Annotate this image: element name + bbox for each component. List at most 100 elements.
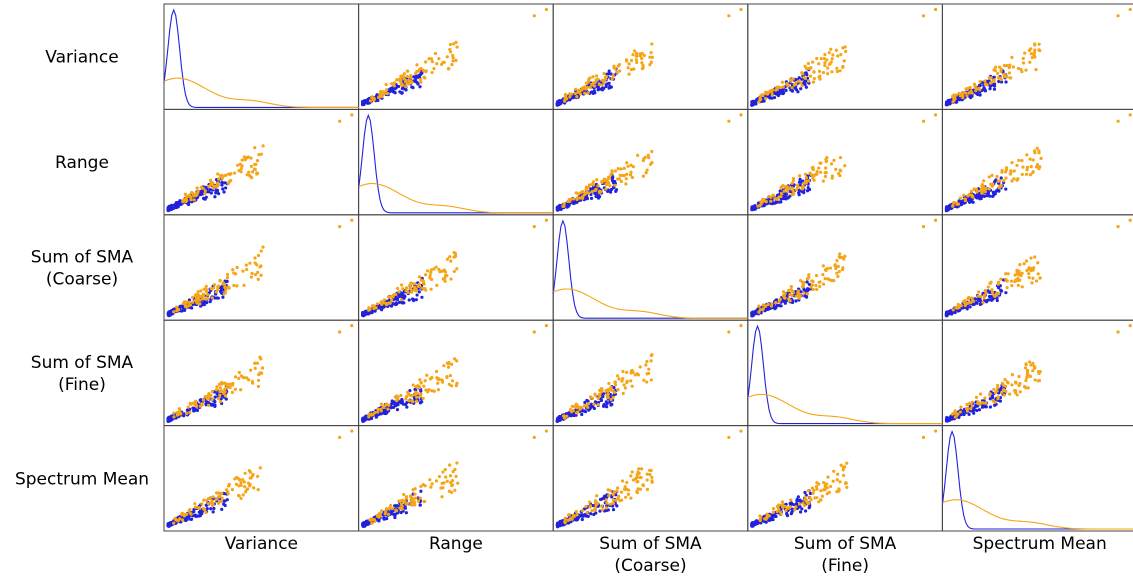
scatter-point-group_b <box>447 67 451 71</box>
scatter-point-group_b <box>426 390 430 394</box>
scatter-point-group_b <box>384 403 388 407</box>
scatter-point-group_b <box>419 484 423 489</box>
scatter-point-group_b <box>1017 374 1021 379</box>
scatter-point-outlier <box>1128 113 1132 117</box>
scatter-point-group_a <box>405 401 409 405</box>
scatter-point-outlier <box>544 324 549 328</box>
scatter-point-group_b <box>175 413 179 417</box>
scatter-point-outlier <box>921 224 926 229</box>
scatter-point-group_b <box>612 390 617 394</box>
scatter-point-group_b <box>819 56 823 61</box>
scatter-point-group_b <box>216 172 220 176</box>
scatter-point-group_a <box>807 282 811 286</box>
scatter-point-group_a <box>589 512 593 516</box>
scatter-point-group_a <box>363 523 367 527</box>
scatter-point-group_b <box>819 170 823 174</box>
scatter-point-group_b <box>430 482 434 486</box>
scatter-point-group_b <box>597 392 602 397</box>
scatter-point-group_b <box>1015 163 1019 168</box>
scatter-point-group_a <box>785 512 789 516</box>
scatter-point-group_b <box>241 493 245 497</box>
kde-curve-group_b <box>942 499 1133 530</box>
scatter-point-group_a <box>750 524 754 528</box>
scatter-point-group_b <box>563 520 567 524</box>
scatter-point-outlier <box>934 218 938 222</box>
scatter-point-group_b <box>400 83 404 88</box>
scatter-point-group_b <box>811 80 816 84</box>
scatter-point-group_a <box>556 100 560 104</box>
scatter-point-group_b <box>620 379 624 383</box>
scatter-point-group_b <box>618 173 622 177</box>
scatter-point-group_b <box>239 170 243 174</box>
scatter-point-group_b <box>781 85 785 89</box>
scatter-point-group_b <box>249 156 253 160</box>
scatter-point-group_a <box>750 103 754 107</box>
scatter-point-group_a <box>395 408 400 412</box>
scatter-point-group_b <box>568 518 572 522</box>
scatter-point-group_b <box>790 181 794 186</box>
scatter-point-group_a <box>361 103 365 107</box>
scatter-point-group_b <box>631 53 635 57</box>
scatter-point-group_b <box>434 479 439 483</box>
scatter-point-group_b <box>175 307 179 311</box>
scatter-point-group_b <box>965 409 970 413</box>
scatter-point-group_b <box>584 187 588 192</box>
scatter-point-group_a <box>223 499 227 503</box>
scatter-point-group_b <box>239 374 244 378</box>
scatter-point-group_b <box>206 296 210 300</box>
scatter-point-group_b <box>413 492 417 496</box>
scatter-point-group_a <box>598 509 602 513</box>
scatter-point-group_b <box>218 389 222 394</box>
scatter-point-group_a <box>580 517 584 522</box>
scatter-point-group_a <box>988 194 992 198</box>
scatter-point-group_b <box>987 187 991 191</box>
scatter-point-group_b <box>602 80 606 84</box>
scatter-point-group_b <box>407 398 411 403</box>
scatter-point-group_a <box>986 289 990 293</box>
scatter-point-group_a <box>966 198 970 202</box>
scatter-point-group_b <box>964 302 968 307</box>
scatter-point-group_b <box>412 497 416 501</box>
scatter-point-group_b <box>829 162 834 166</box>
scatter-point-group_b <box>954 305 958 310</box>
scatter-point-group_b <box>419 380 423 385</box>
scatter-point-group_b <box>423 273 428 277</box>
scatter-point-group_b <box>811 168 815 172</box>
scatter-point-group_b <box>1033 43 1037 47</box>
scatter-point-group_b <box>585 404 589 408</box>
scatter-point-group_b <box>413 500 417 504</box>
scatter-point-group_b <box>227 286 231 290</box>
scatter-point-group_a <box>397 294 402 299</box>
scatter-point-group_a <box>224 397 228 401</box>
scatter-point-group_b <box>443 279 447 283</box>
scatter-point-group_b <box>784 508 788 513</box>
scatter-point-group_b <box>1018 271 1022 276</box>
scatter-point-group_b <box>649 468 653 473</box>
scatter-point-group_b <box>256 270 260 274</box>
scatter-point-group_b <box>954 93 958 97</box>
scatter-point-group_b <box>223 394 228 398</box>
scatter-point-group_b <box>253 261 257 265</box>
scatter-point-group_b <box>248 261 252 265</box>
col-label-sum-of-sma-coarse: Sum of SMA (Coarse) <box>599 534 702 576</box>
scatter-point-group_a <box>558 523 562 528</box>
scatter-point-group_b <box>183 192 187 196</box>
scatter-point-group_b <box>967 91 971 95</box>
scatter-point-group_b <box>1031 171 1035 175</box>
scatter-point-group_a <box>800 507 804 511</box>
scatter-point-group_a <box>361 522 365 526</box>
scatter-point-group_b <box>455 267 459 271</box>
scatter-point-group_b <box>421 68 425 72</box>
scatter-point-group_b <box>613 380 617 384</box>
scatter-point-group_b <box>1029 52 1034 56</box>
scatter-point-group_a <box>204 195 208 199</box>
scatter-point-group_b <box>455 359 459 363</box>
scatter-point-group_b <box>432 267 436 271</box>
scatter-point-group_a <box>217 192 221 196</box>
scatter-point-group_b <box>389 503 393 508</box>
scatter-point-group_b <box>416 499 421 503</box>
scatter-point-group_b <box>606 388 610 392</box>
scatter-point-group_a <box>955 205 959 209</box>
scatter-point-group_b <box>1039 156 1043 160</box>
scatter-point-group_b <box>637 467 641 471</box>
